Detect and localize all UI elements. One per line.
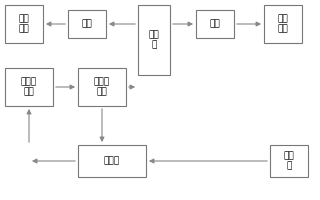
Text: 半轴: 半轴: [82, 20, 92, 28]
Bar: [138, 5, 170, 75]
Text: 半轴: 半轴: [210, 20, 220, 28]
Text: 变速
器: 变速 器: [148, 30, 159, 50]
Text: 固定
支座: 固定 支座: [19, 14, 29, 34]
Text: 固定
支座: 固定 支座: [278, 14, 288, 34]
Text: 转矩传
感器: 转矩传 感器: [94, 77, 110, 97]
Bar: [78, 145, 146, 177]
Text: 控制器: 控制器: [104, 156, 120, 166]
Bar: [196, 10, 234, 38]
Bar: [68, 10, 106, 38]
Bar: [78, 68, 126, 106]
Bar: [270, 145, 308, 177]
Bar: [5, 5, 43, 43]
Bar: [264, 5, 302, 43]
Text: 计算
机: 计算 机: [284, 151, 294, 171]
Bar: [5, 68, 53, 106]
Text: 扭转作
动器: 扭转作 动器: [21, 77, 37, 97]
